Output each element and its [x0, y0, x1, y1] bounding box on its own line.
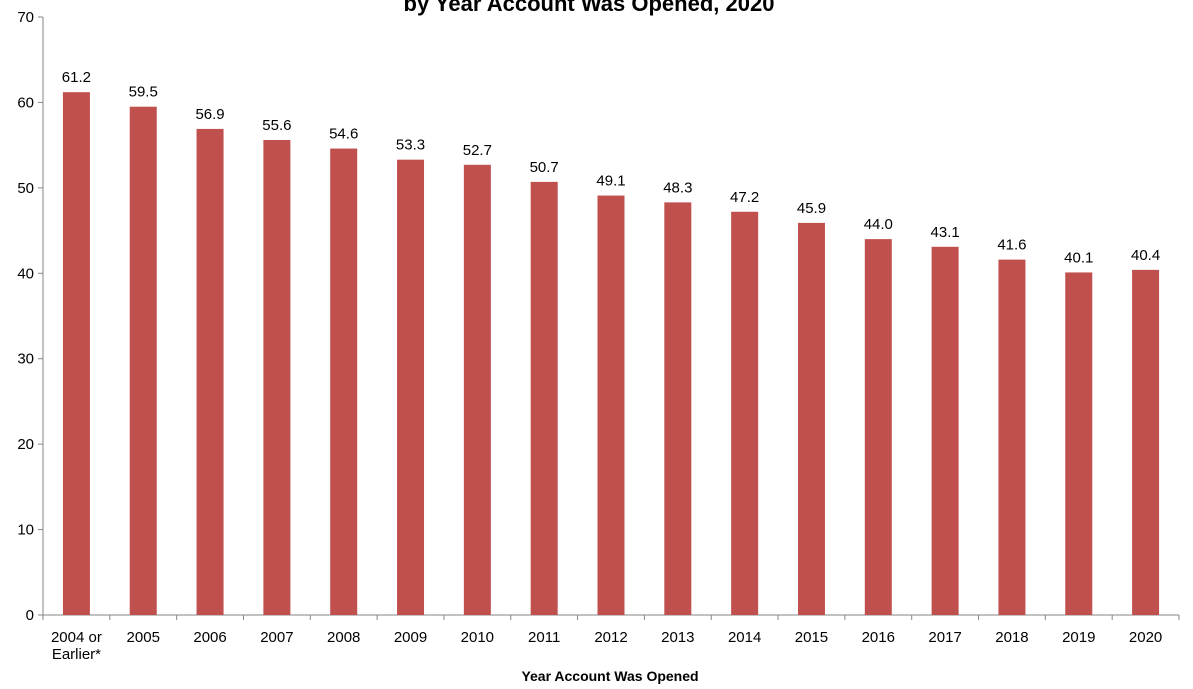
bar — [864, 239, 892, 615]
x-tick-label-line: 2006 — [193, 629, 226, 646]
bar — [62, 92, 90, 616]
x-tick-label-line: 2011 — [528, 629, 560, 646]
bar-value-label: 44.0 — [864, 216, 893, 233]
x-tick-label: 2009 — [394, 629, 427, 646]
bar — [998, 259, 1026, 615]
x-tick-label: 2004 or Earlier* — [51, 629, 102, 663]
x-tick-label: 2018 — [995, 629, 1028, 646]
x-tick-label-line: 2015 — [795, 629, 828, 646]
y-tick-label: 30 — [17, 351, 34, 368]
bar — [397, 159, 425, 615]
bar-value-label: 40.4 — [1131, 247, 1160, 264]
x-axis: 2004 or Earlier* 2005 2006 2007 2008 2009 2010 2… — [42, 614, 1180, 663]
bar-value-label: 49.1 — [596, 173, 625, 190]
x-tick-label-line: 2005 — [127, 629, 160, 646]
bar — [1065, 272, 1093, 615]
bar-value-label: 45.9 — [797, 200, 826, 217]
y-tick-label: 70 — [17, 9, 34, 26]
y-tick-label: 0 — [26, 607, 34, 624]
bar-value-label: 48.3 — [663, 179, 692, 196]
x-tick-label: 2014 — [728, 629, 761, 646]
bar — [664, 202, 692, 615]
bar-value-label: 55.6 — [262, 117, 291, 134]
x-tick-label: 2008 — [327, 629, 360, 646]
x-tick-label-line: 2017 — [928, 629, 961, 646]
bar-value-label: 43.1 — [931, 224, 960, 241]
bar — [530, 181, 558, 615]
y-tick-label: 40 — [17, 265, 34, 282]
bar — [1132, 269, 1160, 615]
bar — [597, 195, 625, 615]
bar-value-label: 59.5 — [129, 84, 158, 101]
bar — [129, 106, 157, 615]
x-tick-label-line: 2014 — [728, 629, 761, 646]
chart-title: by Year Account Was Opened, 2020 — [404, 0, 775, 16]
x-tick-label: 2007 — [260, 629, 293, 646]
bar — [797, 222, 825, 615]
x-tick-label-line: 2004 or — [51, 629, 102, 646]
bars-group — [62, 92, 1160, 616]
x-tick-label-line: 2016 — [862, 629, 895, 646]
y-tick-label: 10 — [17, 522, 34, 539]
bar-value-label: 54.6 — [329, 126, 358, 143]
x-tick-label-line: 2020 — [1129, 629, 1162, 646]
x-tick-label: 2012 — [594, 629, 627, 646]
x-tick-label-line: Earlier* — [52, 646, 101, 663]
x-tick-label: 2015 — [795, 629, 828, 646]
x-tick-label: 2017 — [928, 629, 961, 646]
x-tick-label-line: 2010 — [461, 629, 494, 646]
x-tick-label: 2011 — [528, 629, 560, 646]
bar — [463, 164, 491, 615]
x-tick-label: 2016 — [862, 629, 895, 646]
x-tick-label: 2020 — [1129, 629, 1162, 646]
x-axis-title: Year Account Was Opened — [521, 668, 698, 684]
bar-value-label: 47.2 — [730, 189, 759, 206]
x-tick-label-line: 2019 — [1062, 629, 1095, 646]
x-tick-label: 2006 — [193, 629, 226, 646]
y-tick-label: 50 — [17, 180, 34, 197]
bar — [931, 246, 959, 615]
x-tick-label: 2010 — [461, 629, 494, 646]
x-tick-label-line: 2007 — [260, 629, 293, 646]
x-tick-label: 2005 — [127, 629, 160, 646]
bar-value-label: 41.6 — [997, 237, 1026, 254]
x-tick-label-line: 2009 — [394, 629, 427, 646]
x-tick-label: 2019 — [1062, 629, 1095, 646]
bar — [196, 128, 224, 615]
y-tick-label: 60 — [17, 94, 34, 111]
bar — [263, 140, 291, 615]
bar-value-label: 50.7 — [530, 159, 559, 176]
x-tick-label-line: 2012 — [594, 629, 627, 646]
bar-value-label: 56.9 — [195, 106, 224, 123]
x-tick-label-line: 2013 — [661, 629, 694, 646]
bar-value-label: 52.7 — [463, 142, 492, 159]
y-axis: 0 10 20 30 40 50 60 70 — [17, 9, 44, 624]
y-tick-label: 20 — [17, 436, 34, 453]
bar — [330, 148, 358, 615]
bar — [731, 211, 759, 615]
bar-value-label: 53.3 — [396, 137, 425, 154]
bar-value-label: 40.1 — [1064, 249, 1093, 266]
bar-value-label: 61.2 — [62, 69, 91, 86]
x-tick-label-line: 2018 — [995, 629, 1028, 646]
x-tick-label-line: 2008 — [327, 629, 360, 646]
x-tick-label: 2013 — [661, 629, 694, 646]
data-labels-group: 61.2 59.5 56.9 55.6 54.6 53.3 52.7 50.7 49.1 48.3… — [62, 69, 1160, 266]
